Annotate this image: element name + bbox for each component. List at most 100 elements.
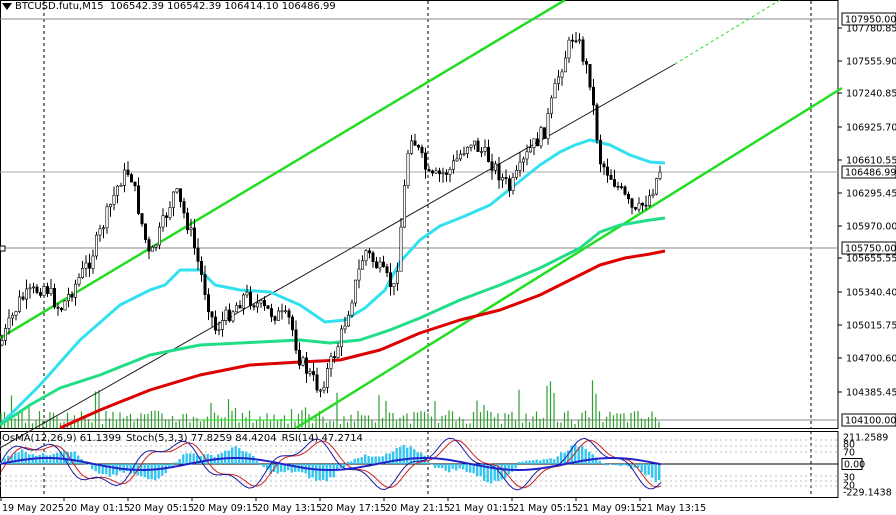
candle-body [588, 64, 592, 88]
candle-body [423, 152, 427, 170]
osma-bar [343, 464, 346, 468]
osma-bar [126, 464, 129, 471]
osma-bar [87, 464, 90, 465]
osma-bar [525, 460, 528, 464]
candle-body [259, 300, 263, 304]
price-tick-label: 106925.70 [846, 123, 896, 134]
osma-bar [644, 464, 647, 475]
osma-bar [402, 444, 405, 464]
candle-body [430, 170, 434, 174]
time-tick-label: 20 May 17:15 [321, 503, 386, 514]
price-tick-label: 104385.45 [846, 388, 896, 399]
osma-bar [21, 449, 24, 464]
candle-body [504, 177, 508, 179]
candle-body [318, 389, 322, 392]
osma-bar [322, 464, 325, 480]
candle-body [511, 177, 515, 191]
osma-bar [280, 464, 283, 472]
candle-body [472, 140, 476, 146]
candle-body [24, 288, 28, 300]
candle-body [112, 195, 116, 205]
candle-body [406, 153, 410, 186]
price-tick-label: 107240.85 [846, 89, 896, 100]
candle-body [332, 356, 336, 359]
candle-body [598, 139, 602, 165]
osma-bar [77, 455, 80, 464]
price-tick-label: 106610.55 [846, 156, 896, 167]
candle-body [444, 172, 448, 175]
osma-bar [196, 455, 199, 464]
candle-body [560, 71, 564, 78]
candle-body [109, 204, 113, 208]
osma-bar [262, 464, 265, 468]
candle-body [255, 302, 259, 308]
osma-bar [157, 464, 160, 479]
osma-bar [441, 464, 444, 469]
osma-bar [35, 455, 38, 464]
candle-body [325, 368, 329, 388]
candle-body [413, 140, 417, 146]
price-tick-label: 106295.45 [846, 189, 896, 200]
candle-body [357, 268, 361, 281]
osma-bar [224, 450, 227, 464]
candle-body [63, 300, 67, 311]
channel-upper-line [0, 0, 566, 340]
candle-body [651, 193, 655, 197]
osma-bar [455, 464, 458, 471]
candle-body [17, 296, 21, 312]
osma-bar [451, 464, 454, 469]
candle-body [252, 305, 256, 308]
candle-body [563, 57, 567, 73]
osma-bar [560, 452, 563, 464]
candle-body [644, 204, 648, 207]
candle-body [490, 161, 494, 171]
osma-bar [493, 464, 496, 481]
candle-body [462, 153, 466, 155]
candle-body [518, 161, 522, 171]
osma-bar [392, 451, 395, 464]
candle-body [67, 294, 71, 302]
osma-bar [283, 464, 286, 473]
osma-bar [476, 464, 479, 477]
osma-bar [238, 448, 241, 464]
osma-bar [528, 460, 531, 464]
candle-body [280, 310, 284, 313]
osma-bar [486, 464, 489, 483]
osma-bar [3, 458, 6, 464]
time-tick-label: 19 May 2025 [2, 503, 64, 514]
osma-bar [133, 464, 136, 474]
osma-bar [192, 453, 195, 464]
osma-bar [399, 447, 402, 464]
candle-body [416, 145, 420, 148]
osma-bar [17, 452, 20, 464]
osma-bar [38, 454, 41, 464]
candle-body [647, 195, 651, 207]
chart-axes: 107780.85 107555.90 107240.85 106925.70 1066… [0, 12, 896, 514]
price-tick-label: 105970.00 [846, 222, 896, 233]
osma-bar [101, 464, 104, 475]
candle-body [371, 252, 375, 262]
candle-body [7, 317, 11, 329]
candle-body [81, 267, 85, 278]
trend-channel-lines[interactable] [0, 0, 843, 449]
osma-bar [577, 446, 580, 464]
candle-body [116, 185, 120, 196]
osma-bar [658, 464, 661, 481]
candle-body [584, 61, 588, 65]
indicator-axis-label: -229.1438 [843, 488, 892, 499]
candle-body [451, 160, 455, 170]
osma-bar [430, 464, 433, 465]
moving-averages [0, 138, 666, 430]
osma-bar [182, 454, 185, 464]
candle-body [392, 282, 396, 287]
osma-bar [395, 447, 398, 464]
candle-body [91, 255, 95, 269]
osma-bar [378, 456, 381, 464]
candle-body [458, 153, 462, 160]
osma-bar [311, 464, 314, 478]
time-tick-label: 20 May 09:15 [193, 503, 258, 514]
candle-body [172, 191, 176, 208]
candle-body [322, 387, 326, 391]
osma-bar [115, 464, 118, 476]
